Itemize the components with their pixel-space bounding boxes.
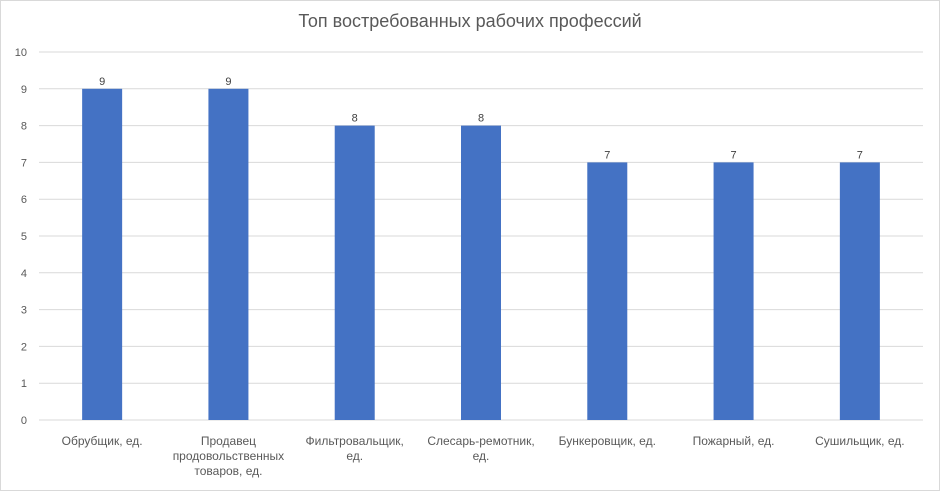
data-label: 7 xyxy=(604,149,610,161)
data-label: 7 xyxy=(857,149,863,161)
bar-2 xyxy=(208,88,249,421)
y-tick-label: 5 xyxy=(21,231,27,243)
x-tick-label: Пожарный, ед. xyxy=(693,434,775,448)
x-tick-label: Продавец xyxy=(201,434,256,448)
chart-title: Топ востребованных рабочих профессий xyxy=(298,11,642,31)
x-tick-label: Сушильщик, ед. xyxy=(815,434,905,448)
y-tick-label: 3 xyxy=(21,305,27,317)
bar-7 xyxy=(839,162,880,420)
y-tick-label: 4 xyxy=(21,268,27,280)
data-label: 9 xyxy=(99,76,105,88)
x-tick-label: Обрубщик, ед. xyxy=(62,434,143,448)
x-tick-label: Бункеровщик, ед. xyxy=(559,434,656,448)
y-tick-label: 10 xyxy=(15,47,27,59)
y-tick-label: 7 xyxy=(21,157,27,169)
y-tick-label: 8 xyxy=(21,121,27,133)
bar-1 xyxy=(82,88,123,421)
y-tick-label: 0 xyxy=(21,415,27,427)
bar-5 xyxy=(587,162,628,420)
x-tick-label: товаров, ед. xyxy=(194,464,262,478)
x-tick-label: Фильтровальщик, xyxy=(306,434,404,448)
bar-3 xyxy=(334,125,375,420)
data-label: 7 xyxy=(731,149,737,161)
bar-4 xyxy=(461,125,501,420)
x-tick-label: ед. xyxy=(473,449,490,463)
data-label: 8 xyxy=(478,113,484,125)
bar-6 xyxy=(713,162,754,420)
data-label: 8 xyxy=(352,113,358,125)
y-tick-label: 9 xyxy=(21,84,27,96)
x-tick-label: Слесарь-ремотник, xyxy=(427,434,534,448)
data-label: 9 xyxy=(225,76,231,88)
x-tick-label: продовольственных xyxy=(173,449,284,463)
x-tick-label: ед. xyxy=(346,449,363,463)
y-tick-label: 1 xyxy=(21,378,27,390)
y-tick-label: 2 xyxy=(21,341,27,353)
y-tick-label: 6 xyxy=(21,194,27,206)
